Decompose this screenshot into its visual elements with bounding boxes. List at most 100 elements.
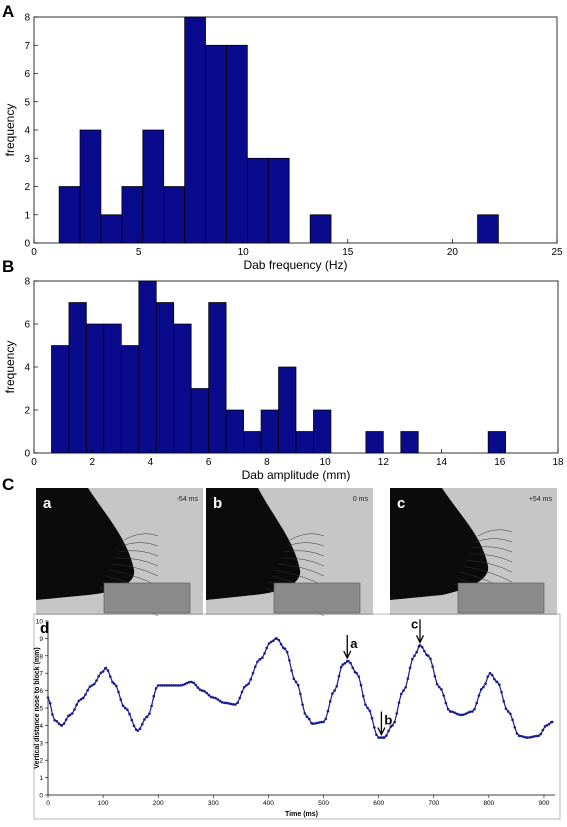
trace-point xyxy=(349,661,352,665)
trace-point xyxy=(368,709,372,713)
trace-point xyxy=(62,722,66,725)
trace-point xyxy=(488,671,492,675)
trace-point xyxy=(290,669,293,672)
frame-timestamp: 0 ms xyxy=(353,496,369,503)
trace-point xyxy=(313,722,317,725)
panel-d-frame xyxy=(33,613,561,820)
trace-point xyxy=(326,709,330,713)
bar xyxy=(190,388,210,454)
bar xyxy=(120,345,140,454)
trace-point xyxy=(502,699,506,703)
bar xyxy=(243,431,262,454)
frame-label: b xyxy=(213,495,222,512)
trace-point xyxy=(550,720,554,724)
trace-point xyxy=(181,683,184,687)
trace-point xyxy=(189,680,193,684)
y-tick-label: 7 xyxy=(39,671,43,678)
trace-point xyxy=(515,732,519,735)
trace-point xyxy=(539,732,542,736)
bar xyxy=(208,302,227,454)
x-tick-label: 400 xyxy=(263,800,274,807)
trace-point xyxy=(117,690,120,694)
trace-point xyxy=(520,734,523,738)
trace-point xyxy=(128,712,131,716)
trace-point xyxy=(361,694,365,698)
x-tick-label: 500 xyxy=(318,800,329,807)
bar xyxy=(205,44,227,244)
whisker xyxy=(120,542,159,547)
whisker xyxy=(289,533,325,541)
annotation-label: a xyxy=(350,636,358,651)
x-tick-label: 12 xyxy=(378,457,390,468)
trace-point xyxy=(511,718,514,722)
trace-point xyxy=(183,682,186,686)
trace-point xyxy=(423,649,426,653)
trace-point xyxy=(413,654,416,658)
trace-point xyxy=(387,729,390,733)
trace-point xyxy=(277,638,281,642)
trace-point xyxy=(138,727,142,731)
x-tick-label: 700 xyxy=(428,800,439,807)
trace-point xyxy=(446,707,450,711)
trace-point xyxy=(418,644,422,647)
trace-point xyxy=(218,699,222,703)
trace-point xyxy=(101,670,105,673)
x-tick-label: 300 xyxy=(208,800,219,807)
video-frame: c +54 ms xyxy=(390,488,557,615)
trace-point xyxy=(185,681,189,685)
y-axis-label: frequency xyxy=(3,341,17,394)
trace-point xyxy=(482,685,485,689)
trace-point xyxy=(339,665,343,669)
trace-point xyxy=(382,736,386,739)
bar xyxy=(103,323,122,454)
trace-point xyxy=(231,703,235,706)
trace-point xyxy=(331,692,334,695)
trace-point xyxy=(366,706,369,710)
trace-point xyxy=(205,691,209,695)
trace-point xyxy=(307,717,311,721)
y-tick-label: 8 xyxy=(24,277,30,288)
trace-point xyxy=(375,733,378,737)
trace-point xyxy=(541,728,545,732)
trace-point xyxy=(395,712,399,715)
trace-point xyxy=(115,684,118,688)
trace-point xyxy=(475,701,479,705)
trace-point xyxy=(296,683,300,687)
trace-point xyxy=(328,700,332,703)
trace-point xyxy=(81,696,85,700)
trace-point xyxy=(152,694,156,698)
trace-point xyxy=(484,682,487,685)
trace-point xyxy=(64,718,68,721)
trace-point xyxy=(212,696,215,699)
trace-point xyxy=(285,650,289,654)
trace-point xyxy=(453,711,457,714)
trace-point xyxy=(448,710,452,713)
trace-point xyxy=(55,720,59,723)
trace-point xyxy=(355,671,358,675)
trace-point xyxy=(216,698,220,701)
trace-point xyxy=(311,722,314,725)
trace-point xyxy=(495,680,499,684)
x-axis-label: Time (ms) xyxy=(285,811,318,818)
trace-point xyxy=(534,734,538,738)
histogram-dab-frequency: 0 5 10 15 20 25 0 1 2 3 4 5 6 7 8 Dab frequency (Hz) fre… xyxy=(3,13,563,273)
video-frame: a -54 ms xyxy=(36,488,203,617)
whisker xyxy=(277,563,325,577)
trace-point xyxy=(433,674,437,678)
bar xyxy=(155,302,175,454)
whisker xyxy=(471,546,513,553)
whisker xyxy=(465,559,513,573)
trace-point xyxy=(159,684,162,687)
nose-distance-trace: 0 100 200 300 400 500 600 700 800 900 0 1 2 3 4 5 6 7 8 9 10… xyxy=(34,616,555,818)
trace-point xyxy=(240,690,244,694)
trace-point xyxy=(357,675,361,678)
y-tick-label: 2 xyxy=(39,758,43,765)
trace-point xyxy=(506,710,510,713)
trace-point xyxy=(48,701,52,705)
trace-point xyxy=(509,712,512,716)
trace-point xyxy=(471,710,474,713)
trace-point xyxy=(95,679,98,682)
bar xyxy=(313,409,332,454)
trace-point xyxy=(90,684,94,687)
